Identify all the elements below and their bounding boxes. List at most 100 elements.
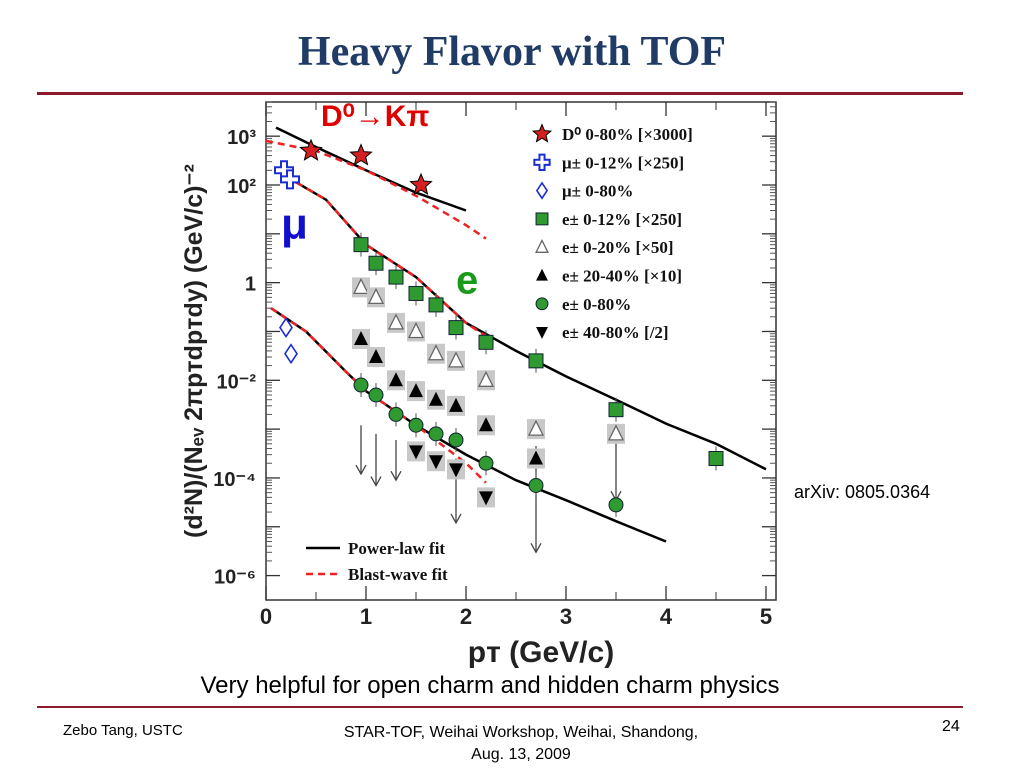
- power-law-fit-curve: [270, 307, 667, 543]
- x-tick-label: 4: [660, 604, 673, 629]
- annotation-muon: μ: [281, 200, 308, 249]
- data-point-circle: [528, 478, 544, 494]
- footer-event: STAR-TOF, Weihai Workshop, Weihai, Shand…: [310, 722, 732, 766]
- series-7: [407, 441, 495, 508]
- data-point-circle: [448, 432, 464, 448]
- data-point-square: [428, 297, 444, 313]
- data-point-star: [349, 143, 373, 166]
- data-point-diamond: [279, 317, 293, 339]
- data-point-triangle-open: [387, 313, 405, 330]
- legend: D⁰ 0-80% [×3000] μ± 0-12% [×250] μ± 0-80% e…: [531, 123, 693, 342]
- plot-frame: [265, 101, 777, 601]
- x-tick-label: 2: [460, 604, 472, 629]
- data-point-circle: [388, 406, 404, 422]
- legend-entry-label: e± 0-20% [×50]: [562, 238, 674, 257]
- legend-entry-label: μ± 0-12% [×250]: [562, 153, 684, 172]
- data-point-triangle-down: [536, 327, 548, 339]
- data-point-circle: [353, 377, 369, 393]
- data-point-triangle-down: [449, 463, 463, 478]
- annotation-d0: D⁰→Kπ: [321, 100, 429, 133]
- data-point-triangle-open: [427, 344, 445, 361]
- data-point-square: [388, 269, 404, 285]
- data-point-triangle-open: [477, 370, 495, 387]
- series-3: [353, 232, 724, 471]
- data-point-circle: [478, 455, 494, 471]
- page-number: 24: [942, 718, 960, 735]
- legend-entry-label: μ± 0-80%: [562, 182, 633, 201]
- data-point-triangle-open: [607, 424, 625, 441]
- data-point-triangle-open: [407, 322, 425, 339]
- data-point-cross: [533, 153, 551, 171]
- data-point-square: [368, 255, 384, 271]
- y-tick-label: 1: [245, 274, 256, 296]
- footer-divider: [37, 706, 963, 708]
- reference-label: arXiv: 0805.0364: [794, 482, 931, 502]
- data-point-triangle-down: [409, 445, 423, 460]
- data-point-circle: [535, 297, 549, 311]
- data-point-circle: [368, 387, 384, 403]
- data-point-cross: [280, 169, 300, 190]
- data-point-triangle: [449, 397, 463, 412]
- data-point-circle: [428, 426, 444, 442]
- x-tick-label: 1: [360, 604, 372, 629]
- x-tick-label: 5: [760, 604, 772, 629]
- data-point-star: [299, 138, 323, 161]
- legend-entry-label: D⁰ 0-80% [×3000]: [562, 125, 693, 144]
- data-point-circle: [608, 497, 624, 513]
- footer-event-line1: STAR-TOF, Weihai Workshop, Weihai, Shand…: [343, 724, 699, 741]
- data-point-square: [608, 402, 624, 418]
- data-point-star: [409, 172, 433, 195]
- x-tick-label: 3: [560, 604, 572, 629]
- y-tick-label: 10³: [227, 127, 256, 149]
- data-point-square: [535, 212, 549, 226]
- data-point-square: [353, 237, 369, 253]
- data-point-square: [528, 353, 544, 369]
- data-point-triangle-down: [429, 455, 443, 470]
- y-tick-label: 10⁻²: [217, 371, 257, 393]
- upper-limit-arrowhead: [390, 470, 402, 482]
- series-1: [274, 160, 300, 190]
- x-axis-title: pᴛ (GeV/c): [468, 636, 614, 669]
- data-point-triangle: [529, 450, 543, 465]
- legend-entry-label: e± 0-12% [×250]: [562, 210, 682, 229]
- data-point-triangle-open: [447, 351, 465, 368]
- data-point-triangle-open: [534, 238, 550, 253]
- data-point-square: [408, 285, 424, 301]
- data-point-triangle: [354, 331, 368, 346]
- upper-limit-arrowhead: [450, 513, 462, 525]
- blast-wave-fit-curve: [270, 307, 487, 484]
- y-tick-label: 10²: [227, 176, 256, 198]
- y-axis-title: (d²N)/(Nₑᵥ 2πpᴛdpᴛdy) (GeV/c)⁻²: [180, 164, 208, 538]
- series-6: [353, 373, 624, 517]
- data-point-triangle-open: [352, 277, 370, 295]
- spectra-chart: 0 1 2 3 4 5 10³ 10² 1 10⁻² 10⁻⁴ 10⁻⁶ pᴛ (GeV/c) (d²N)…: [180, 100, 777, 669]
- data-point-square: [448, 320, 464, 336]
- data-point-star: [531, 123, 553, 143]
- blast-wave-fit-curve: [285, 175, 487, 338]
- annotation-electron: e: [456, 258, 478, 302]
- series-0: [299, 138, 433, 195]
- data-point-triangle: [479, 417, 493, 432]
- data-point-triangle-open: [527, 419, 545, 436]
- upper-limit-arrowhead: [370, 476, 382, 487]
- footer-author: Zebo Tang, USTC: [63, 722, 183, 739]
- series-4: [352, 277, 625, 444]
- data-point-square: [478, 334, 494, 350]
- upper-limit-arrowhead: [530, 542, 542, 554]
- data-point-triangle: [536, 268, 548, 281]
- slide-title: Heavy Flavor with TOF: [297, 29, 727, 75]
- data-point-triangle-open: [367, 287, 385, 304]
- y-tick-label: 10⁻⁶: [214, 567, 256, 589]
- footer-event-line2: Aug. 13, 2009: [471, 746, 571, 763]
- power-law-fit-curve: [275, 126, 467, 212]
- legend-entry-label: e± 40-80% [/2]: [562, 323, 669, 342]
- y-tick-label: 10⁻⁴: [213, 469, 256, 491]
- slide-caption: Very helpful for open charm and hidden c…: [200, 672, 780, 699]
- data-point-circle: [408, 417, 424, 433]
- fit-legend-label: Blast-wave fit: [348, 565, 448, 584]
- series-5: [352, 329, 545, 469]
- legend-entry-label: e± 20-40% [×10]: [562, 267, 682, 286]
- upper-limit-arrowhead: [355, 464, 367, 476]
- data-point-diamond: [535, 181, 549, 200]
- series-2: [279, 317, 298, 365]
